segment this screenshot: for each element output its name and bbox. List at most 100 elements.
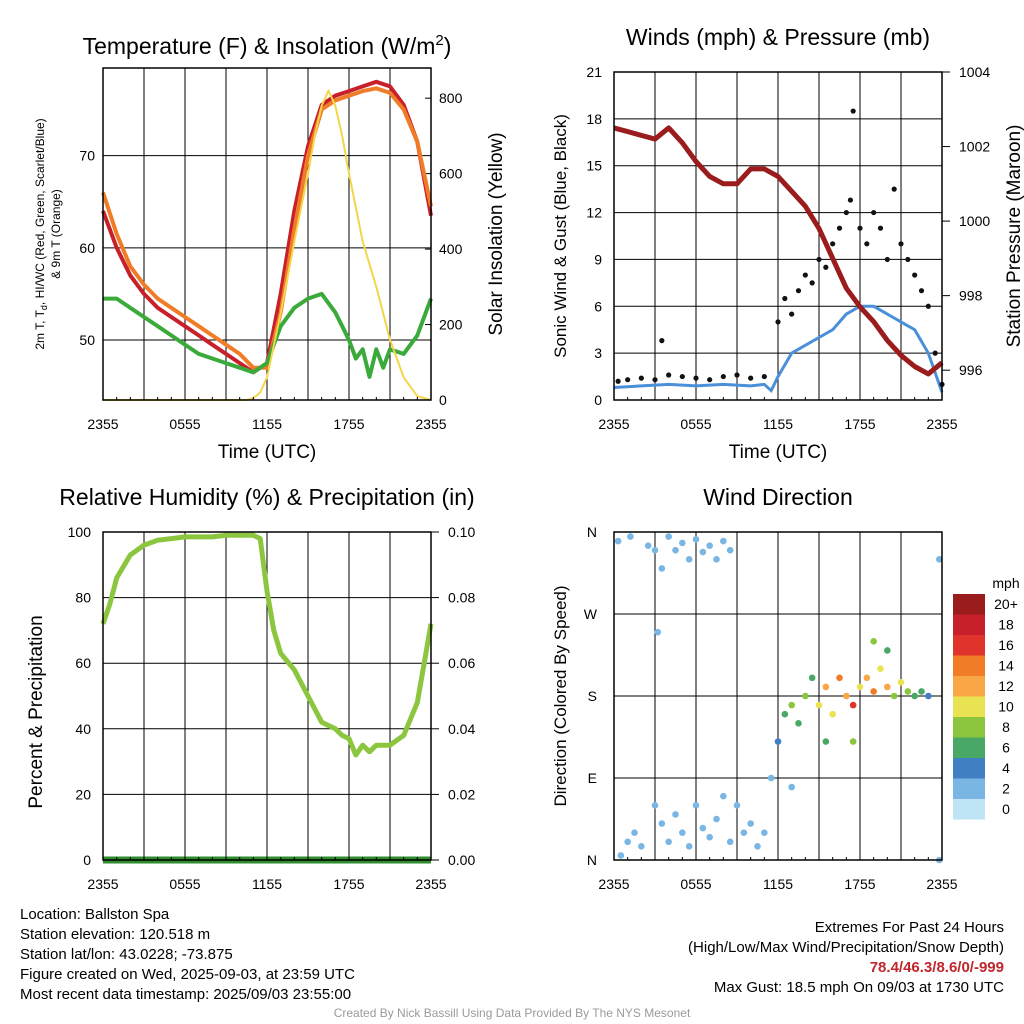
legend-label: 10 — [998, 699, 1014, 715]
chart-title: Winds (mph) & Pressure (mb) — [626, 24, 930, 50]
extremes-title: Extremes For Past 24 Hours — [814, 919, 1004, 936]
series-line-rh — [100, 532, 434, 758]
direction-point — [849, 738, 857, 745]
legend-label: 2 — [1002, 781, 1010, 797]
y-tick-label: 70 — [79, 148, 95, 164]
gust-point — [836, 225, 843, 231]
direction-point — [651, 546, 659, 554]
direction-point — [822, 738, 830, 745]
direction-point — [692, 802, 700, 809]
direction-point — [692, 535, 700, 543]
direction-point — [627, 533, 634, 540]
legend-title: mph — [992, 575, 1019, 591]
x-tick-label: 0555 — [169, 416, 200, 432]
chart-title: Wind Direction — [703, 484, 853, 510]
gust-point — [802, 272, 808, 278]
direction-point — [658, 565, 666, 572]
x-tick-label: 2355 — [87, 876, 118, 892]
gust-point — [932, 350, 938, 356]
gust-point — [884, 256, 890, 263]
direction-point — [699, 548, 707, 556]
latlon-text: Station lat/lon: 43.0228; -73.875 — [20, 946, 233, 963]
x-tick-label: 2355 — [598, 416, 629, 432]
direction-point — [638, 843, 645, 850]
direction-point — [665, 838, 672, 846]
legend-swatch — [953, 799, 985, 820]
gust-point — [898, 241, 904, 247]
direction-point — [781, 710, 789, 718]
gust-point — [652, 377, 658, 383]
x-tick-label: 2355 — [598, 876, 629, 892]
y2-tick-label: 0.02 — [448, 786, 475, 802]
gust-point — [891, 186, 897, 192]
direction-point — [713, 556, 720, 563]
direction-point — [617, 852, 625, 859]
direction-point — [624, 838, 631, 846]
gust-point — [638, 375, 644, 381]
direction-point — [849, 701, 857, 709]
timestamp-text: Most recent data timestamp: 2025/09/03 2… — [20, 986, 352, 1003]
y-tick-label: 40 — [75, 721, 91, 737]
credit-text: Created By Nick Bassill Using Data Provi… — [333, 1006, 691, 1020]
gust-point — [666, 372, 672, 378]
temperature-chart: 50 60 70 0 200 400 600 800 2355 0555 1155 1755 2355 T… — [33, 32, 507, 463]
direction-point — [644, 542, 652, 549]
direction-point — [808, 674, 816, 682]
y-tick-label: W — [584, 606, 598, 622]
gust-point — [679, 373, 685, 380]
legend-label: 4 — [1002, 760, 1010, 776]
gust-point — [877, 225, 884, 231]
y-tick-label: 18 — [586, 111, 602, 127]
x-tick-label: 2355 — [926, 876, 957, 892]
y-axis-label-line2: & 9m T (Orange) — [49, 189, 63, 279]
y2-tick-label: 1004 — [959, 64, 990, 80]
gust-point — [693, 375, 699, 381]
direction-point — [699, 824, 707, 832]
y2-tick-label: 1002 — [959, 139, 990, 155]
legend-label: 0 — [1002, 801, 1010, 817]
direction-point — [747, 820, 754, 827]
y-axis-label: Percent & Precipitation — [26, 615, 47, 808]
direction-point — [679, 539, 686, 547]
direction-point — [614, 537, 622, 545]
direction-point — [651, 802, 659, 809]
direction-point — [740, 829, 748, 836]
series-line-solar — [103, 89, 432, 401]
direction-point — [761, 829, 768, 836]
x-tick-label: 2355 — [926, 416, 957, 432]
legend-swatch — [953, 614, 985, 635]
x-tick-label: 0555 — [680, 416, 711, 432]
y-tick-label: 50 — [79, 332, 95, 348]
y2-tick-label: 600 — [439, 166, 463, 182]
x-axis-label: Time (UTC) — [218, 442, 317, 463]
y-tick-label: 21 — [586, 64, 602, 80]
legend-swatch — [953, 594, 985, 615]
direction-point — [720, 537, 727, 545]
series-line-td — [103, 291, 433, 379]
legend-swatch — [953, 696, 985, 717]
y-tick-label: 20 — [75, 786, 91, 802]
gust-point — [761, 373, 767, 380]
gust-point — [847, 197, 854, 203]
gust-point — [707, 377, 713, 383]
y-tick-label: N — [587, 524, 597, 540]
gust-point — [625, 377, 631, 383]
direction-point — [890, 692, 898, 700]
x-tick-label: 1755 — [333, 416, 364, 432]
series-line-pressure — [613, 125, 944, 377]
x-tick-label: 2355 — [87, 416, 118, 432]
direction-point — [795, 720, 802, 727]
y2-tick-label: 1000 — [959, 213, 990, 229]
direction-point — [884, 647, 891, 654]
winds-chart: 0 3 6 9 12 15 18 21 996 998 1000 1002 1004 2355 0555 11… — [551, 24, 1024, 463]
y2-tick-label: 0.08 — [448, 590, 475, 606]
y2-tick-label: 200 — [439, 317, 463, 333]
chart-title: Relative Humidity (%) & Precipitation (i… — [59, 484, 474, 510]
gust-point — [782, 295, 788, 302]
gust-point — [720, 373, 726, 380]
x-tick-label: 1755 — [333, 876, 364, 892]
extremes-values: 78.4/46.3/8.6/0/-999 — [869, 959, 1004, 976]
legend-label: 18 — [998, 617, 1014, 633]
gust-point — [659, 338, 665, 344]
series-line-wind — [613, 304, 944, 394]
